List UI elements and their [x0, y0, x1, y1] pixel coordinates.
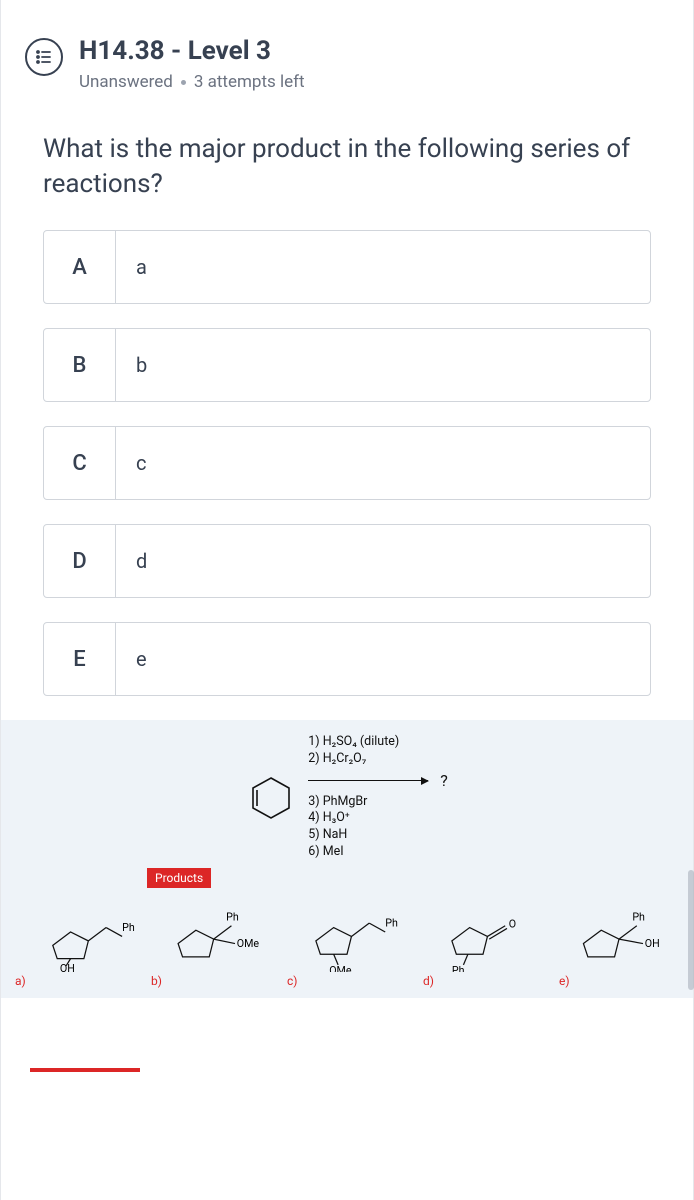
choice-letter: E	[44, 623, 116, 695]
question-status: Unanswered 3 attempts left	[79, 72, 305, 92]
choice-letter: C	[44, 427, 116, 499]
svg-text:OMe: OMe	[329, 964, 352, 972]
reagent-line: 3) PhMgBr	[308, 794, 448, 811]
question-title: H14.38 - Level 3	[79, 36, 305, 66]
choice-label: a	[116, 231, 650, 303]
choice-b[interactable]: B b	[43, 328, 651, 402]
choice-letter: A	[44, 231, 116, 303]
reagent-line: 6) MeI	[308, 844, 448, 861]
svg-text:OH: OH	[645, 937, 660, 950]
reaction-arrow: ?	[308, 770, 448, 792]
product-tag: c)	[287, 974, 297, 988]
structure-a-icon: Ph OH	[9, 892, 141, 972]
reagent-line: 1) H₂SO₄ (dilute)	[308, 734, 448, 751]
cyclohexene-icon	[246, 773, 296, 823]
product-a: Ph OH a)	[9, 892, 141, 988]
product-d: O Ph d)	[417, 892, 549, 988]
structure-e-icon: Ph OH	[553, 892, 685, 972]
svg-text:Ph: Ph	[632, 910, 645, 923]
product-e: Ph OH e)	[553, 892, 685, 988]
arrow-icon	[308, 780, 428, 781]
status-unanswered: Unanswered	[79, 72, 173, 92]
scrollbar-thumb[interactable]	[688, 870, 694, 990]
structure-d-icon: O Ph	[417, 892, 549, 972]
list-icon	[25, 38, 63, 76]
svg-text:Ph: Ph	[452, 964, 465, 972]
choice-d[interactable]: D d	[43, 524, 651, 598]
answer-choices: A a B b C c D d E e	[1, 230, 693, 696]
product-tag: a)	[15, 974, 26, 988]
choice-label: c	[116, 427, 650, 499]
svg-text:Ph: Ph	[226, 910, 239, 923]
reagent-line: 2) H₂Cr₂O₇	[308, 751, 448, 768]
svg-text:O: O	[509, 918, 516, 931]
choice-a[interactable]: A a	[43, 230, 651, 304]
status-attempts: 3 attempts left	[194, 72, 305, 92]
question-card: H14.38 - Level 3 Unanswered 3 attempts l…	[0, 0, 694, 1200]
product-tag: b)	[151, 974, 162, 988]
structure-c-icon: Ph OMe	[281, 892, 413, 972]
reaction-figure: 1) H₂SO₄ (dilute) 2) H₂Cr₂O₇ ? 3) PhMgBr…	[1, 720, 693, 998]
status-dot-icon	[181, 80, 186, 85]
choice-letter: D	[44, 525, 116, 597]
product-tag: e)	[559, 974, 570, 988]
svg-text:OMe: OMe	[237, 937, 260, 950]
choice-label: b	[116, 329, 650, 401]
reaction-result: ?	[440, 770, 448, 792]
svg-text:Ph: Ph	[122, 921, 135, 934]
products-underline	[30, 1068, 140, 1072]
choice-label: d	[116, 525, 650, 597]
reagent-line: 4) H₃O⁺	[308, 810, 448, 827]
products-row: Ph OH a) Ph OMe b)	[7, 888, 687, 988]
choice-c[interactable]: C c	[43, 426, 651, 500]
product-b: Ph OMe b)	[145, 892, 277, 988]
product-c: Ph OMe c)	[281, 892, 413, 988]
reagent-line: 5) NaH	[308, 827, 448, 844]
choice-e[interactable]: E e	[43, 622, 651, 696]
question-header: H14.38 - Level 3 Unanswered 3 attempts l…	[1, 0, 693, 112]
header-text: H14.38 - Level 3 Unanswered 3 attempts l…	[79, 36, 305, 92]
product-tag: d)	[423, 974, 434, 988]
reaction-scheme: 1) H₂SO₄ (dilute) 2) H₂Cr₂O₇ ? 3) PhMgBr…	[7, 734, 687, 861]
products-tag: Products	[147, 868, 211, 888]
question-prompt: What is the major product in the followi…	[1, 112, 693, 230]
choice-letter: B	[44, 329, 116, 401]
svg-text:Ph: Ph	[385, 917, 398, 930]
choice-label: e	[116, 623, 650, 695]
structure-b-icon: Ph OMe	[145, 892, 277, 972]
reagent-list: 1) H₂SO₄ (dilute) 2) H₂Cr₂O₇ ? 3) PhMgBr…	[308, 734, 448, 861]
